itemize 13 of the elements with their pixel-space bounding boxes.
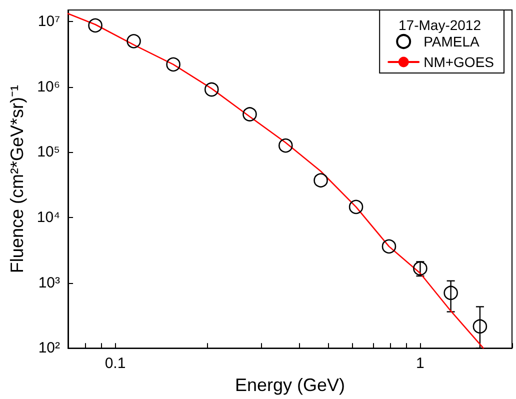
y-tick-label: 10⁶ [37,78,60,96]
legend-label: PAMELA [424,34,480,50]
legend-label: NM+GOES [424,54,494,70]
x-axis-title: Energy (GeV) [234,375,346,395]
y-tick-label: 10⁷ [38,13,60,30]
y-tick-label: 10² [38,340,60,357]
legend-title: 17-May-2012 [398,17,482,33]
y-axis-title: Fluence (cm²*GeV*sr)⁻¹ [7,85,27,274]
x-tick-label: 0.1 [104,355,126,372]
y-tick-label: 10⁴ [36,208,60,226]
y-tick-label: 10⁵ [37,144,60,161]
y-tick-label: 10³ [38,274,60,292]
x-tick-label: 1 [416,355,424,372]
